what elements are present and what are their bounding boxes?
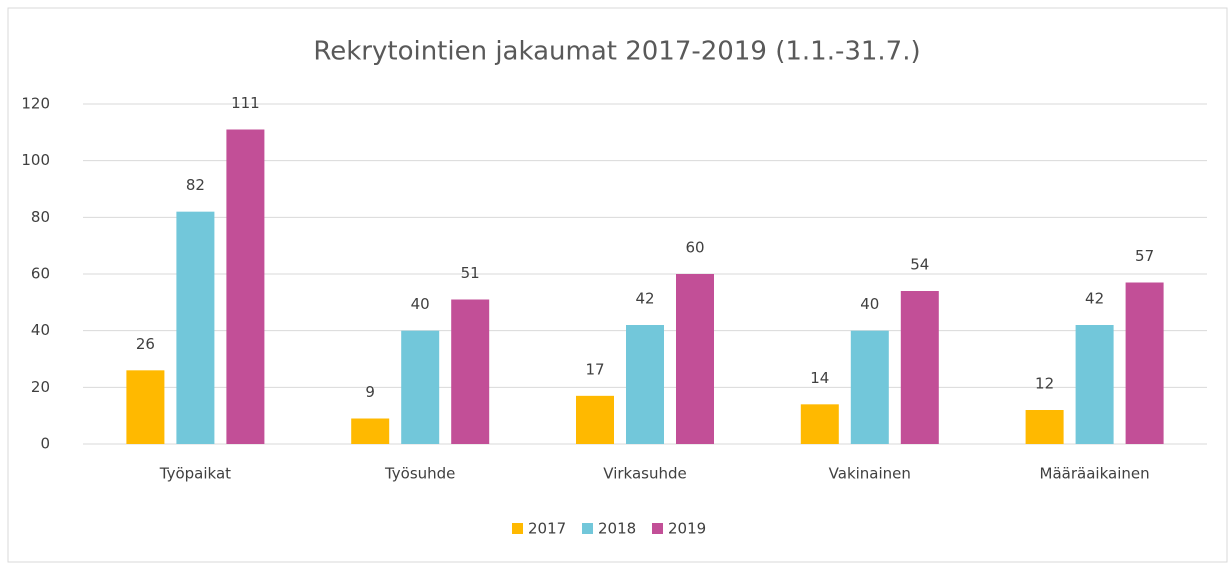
bar [176,211,215,444]
y-tick-label: 100 [21,151,50,169]
bar [900,291,939,444]
legend-label: 2017 [528,520,566,538]
bar [800,404,839,444]
data-label: 17 [585,360,604,378]
bar [850,330,889,444]
x-tick-label: Työpaikat [159,465,231,483]
bar [576,395,614,444]
legend-swatch [652,523,663,534]
data-label: 51 [461,264,480,282]
legend-swatch [582,523,593,534]
bar [676,274,714,444]
data-label: 12 [1035,375,1054,393]
bar [451,299,490,444]
legend-label: 2019 [668,520,706,538]
bar [1075,325,1114,444]
bar [351,418,390,444]
y-tick-label: 120 [21,95,50,113]
data-label: 40 [860,295,879,313]
x-tick-label: Virkasuhde [603,465,686,483]
y-tick-label: 60 [31,265,50,283]
y-tick-label: 80 [31,208,50,226]
bar [226,129,265,444]
data-label: 57 [1135,247,1154,265]
chart-title: Rekrytointien jakaumat 2017-2019 (1.1.-3… [313,37,920,67]
data-label: 82 [186,176,205,194]
data-label: 60 [685,239,704,257]
bar [126,370,165,444]
data-label: 42 [635,290,654,308]
data-label: 42 [1085,290,1104,308]
bar [626,325,664,444]
data-label: 26 [136,335,155,353]
bar [1025,410,1064,444]
data-label: 14 [810,369,829,387]
data-label: 9 [365,383,375,401]
data-label: 40 [411,295,430,313]
y-tick-label: 40 [31,321,50,339]
bar [1125,282,1164,444]
x-tick-label: Työsuhde [384,465,455,483]
x-tick-label: Määräaikainen [1040,465,1150,483]
legend-swatch [512,523,523,534]
y-tick-label: 20 [31,378,50,396]
legend-label: 2018 [598,520,636,538]
x-tick-label: Vakinainen [829,465,911,483]
bar [401,330,440,444]
data-label: 111 [231,94,260,112]
data-label: 54 [910,256,929,274]
y-tick-label: 0 [40,435,50,453]
